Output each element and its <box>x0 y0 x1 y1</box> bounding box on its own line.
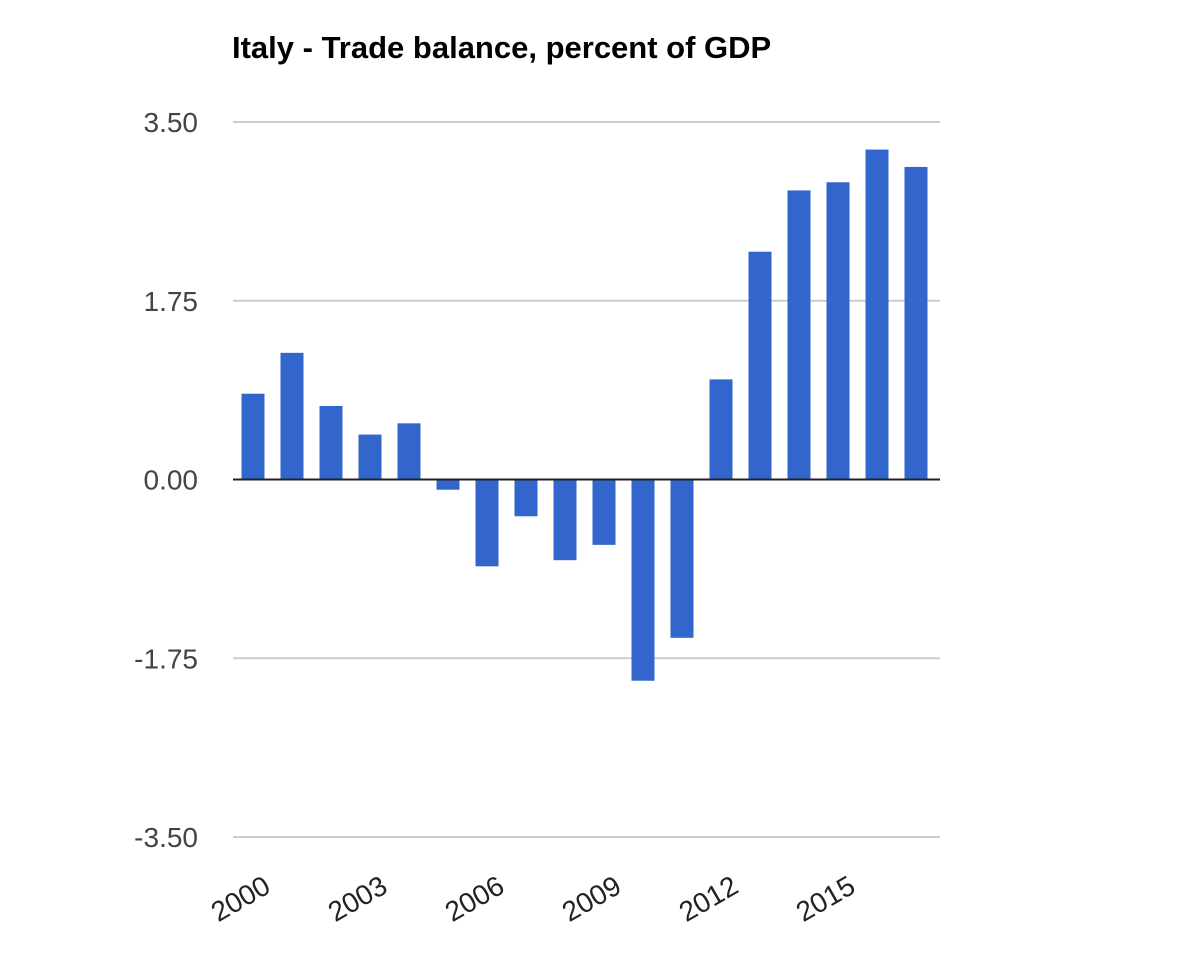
gridlines <box>233 121 940 838</box>
x-tick-label: 2009 <box>557 870 626 928</box>
y-tick-label: 0.00 <box>144 465 199 496</box>
x-tick-label: 2003 <box>323 870 392 928</box>
bar-2007 <box>514 479 538 517</box>
bar-2017 <box>904 166 928 480</box>
bar-2001 <box>280 352 304 480</box>
x-tick-label: 2006 <box>440 870 509 928</box>
bar-2015 <box>826 182 850 480</box>
bars <box>241 149 928 681</box>
bar-2000 <box>241 393 265 480</box>
y-tick-label: -1.75 <box>134 643 198 674</box>
bar-2011 <box>670 479 694 638</box>
bar-2004 <box>397 423 421 480</box>
bar-2002 <box>319 405 343 480</box>
chart-title: Italy - Trade balance, percent of GDP <box>232 30 772 65</box>
x-tick-label: 2000 <box>206 870 275 928</box>
bar-2005 <box>436 479 460 490</box>
bar-2003 <box>358 434 382 480</box>
y-tick-label: 3.50 <box>144 107 199 138</box>
y-tick-label: -3.50 <box>134 822 198 853</box>
bar-2009 <box>592 479 616 545</box>
bar-2012 <box>709 379 733 480</box>
bar-2013 <box>748 251 772 480</box>
bar-2016 <box>865 149 889 480</box>
x-tick-label: 2015 <box>791 870 860 928</box>
x-tick-label: 2012 <box>674 870 743 928</box>
bar-2008 <box>553 479 577 561</box>
bar-2010 <box>631 479 655 681</box>
x-axis-ticks: 2000 2003 2006 2009 2012 2015 <box>206 870 860 928</box>
y-axis-ticks: 3.50 1.75 0.00 -1.75 -3.50 <box>134 107 198 853</box>
y-tick-label: 1.75 <box>144 286 199 317</box>
bar-2014 <box>787 190 811 480</box>
bar-2006 <box>475 479 499 567</box>
